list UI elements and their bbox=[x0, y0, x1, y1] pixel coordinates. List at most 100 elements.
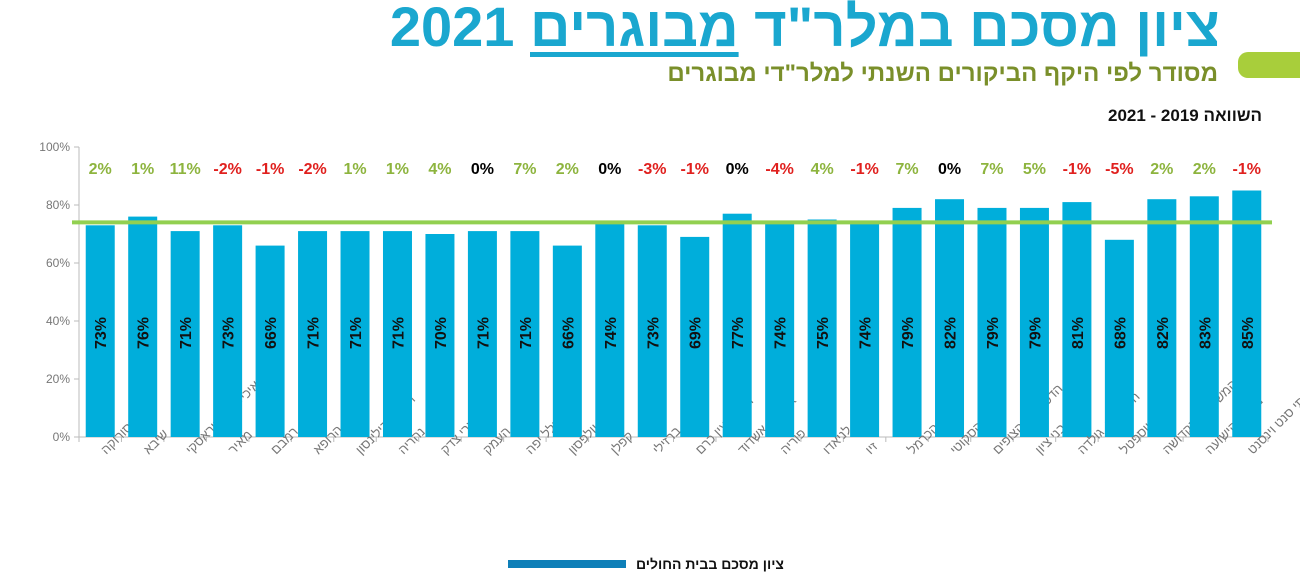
change-label: -1% bbox=[850, 161, 878, 178]
change-label: -2% bbox=[298, 161, 326, 178]
change-label: -1% bbox=[256, 161, 284, 178]
bar-value-label: 71% bbox=[306, 317, 323, 349]
change-label: 7% bbox=[513, 161, 536, 178]
bar-value-label: 74% bbox=[603, 317, 620, 349]
title-underlined: מבוגרים bbox=[530, 0, 739, 58]
bar-value-label: 68% bbox=[1112, 317, 1129, 349]
bar bbox=[85, 225, 115, 437]
bar bbox=[340, 231, 370, 437]
bar bbox=[552, 245, 582, 437]
bar bbox=[170, 231, 200, 437]
x-tick-label: זיו bbox=[862, 438, 881, 457]
legend-label: ציון מסכם בבית החולים bbox=[636, 556, 784, 572]
change-label: -1% bbox=[681, 161, 709, 178]
change-label: 7% bbox=[895, 161, 918, 178]
change-label: -2% bbox=[213, 161, 241, 178]
change-label: 2% bbox=[556, 161, 579, 178]
y-tick-label: 100% bbox=[39, 140, 70, 154]
bar bbox=[1019, 207, 1049, 437]
change-label: -5% bbox=[1105, 161, 1133, 178]
bar bbox=[213, 225, 243, 437]
change-label: 4% bbox=[811, 161, 834, 178]
change-label: 4% bbox=[428, 161, 451, 178]
bar bbox=[637, 225, 667, 437]
y-tick-label: 80% bbox=[46, 198, 70, 212]
bar bbox=[1104, 239, 1134, 437]
bar-value-label: 81% bbox=[1070, 317, 1087, 349]
change-label: -3% bbox=[638, 161, 666, 178]
page-title: ציון מסכם במלר"ד מבוגרים 2021 bbox=[390, 0, 1220, 59]
change-label: -4% bbox=[765, 161, 793, 178]
bar bbox=[807, 219, 837, 437]
change-label: 1% bbox=[131, 161, 154, 178]
bar bbox=[1189, 196, 1219, 437]
bar bbox=[467, 231, 497, 437]
bar-value-label: 71% bbox=[475, 317, 492, 349]
bar bbox=[892, 207, 922, 437]
change-label: 2% bbox=[1150, 161, 1173, 178]
change-label: 0% bbox=[938, 161, 961, 178]
y-tick-label: 20% bbox=[46, 372, 70, 386]
bar bbox=[595, 222, 625, 437]
bar bbox=[722, 213, 752, 437]
bar-value-label: 85% bbox=[1240, 317, 1257, 349]
y-tick-label: 60% bbox=[46, 256, 70, 270]
subtitle: מסודר לפי היקף הביקורים השנתי למלר"די מב… bbox=[667, 60, 1218, 87]
bar bbox=[1062, 202, 1092, 437]
change-label: 2% bbox=[1193, 161, 1216, 178]
bar-value-label: 75% bbox=[815, 317, 832, 349]
title-year: 2021 bbox=[389, 0, 530, 58]
y-tick-label: 0% bbox=[53, 430, 71, 444]
bar-value-label: 71% bbox=[390, 317, 407, 349]
bar bbox=[382, 231, 412, 437]
bar-value-label: 69% bbox=[688, 317, 705, 349]
bar bbox=[935, 199, 965, 437]
bar-value-label: 79% bbox=[1027, 317, 1044, 349]
change-label: 1% bbox=[343, 161, 366, 178]
bar-value-label: 82% bbox=[1155, 317, 1172, 349]
change-label: 11% bbox=[170, 161, 201, 178]
bar bbox=[425, 234, 455, 437]
change-label: 1% bbox=[386, 161, 409, 178]
comparison-label: השוואה 2019 - 2021 bbox=[1107, 106, 1262, 125]
bar-value-label: 71% bbox=[178, 317, 195, 349]
decorative-tab bbox=[1238, 52, 1300, 78]
change-label: 2% bbox=[89, 161, 112, 178]
change-label: -1% bbox=[1233, 161, 1261, 178]
bar bbox=[977, 207, 1007, 437]
bar-value-label: 73% bbox=[93, 317, 110, 349]
bar bbox=[1147, 199, 1177, 437]
bar-value-label: 66% bbox=[263, 317, 280, 349]
title-main: ציון מסכם במלר"ד bbox=[738, 0, 1220, 58]
bar bbox=[128, 216, 158, 437]
y-tick-label: 40% bbox=[46, 314, 70, 328]
bar-value-label: 71% bbox=[348, 317, 365, 349]
bar bbox=[510, 231, 540, 437]
change-label: 0% bbox=[598, 161, 621, 178]
bar-value-label: 83% bbox=[1197, 317, 1214, 349]
bar bbox=[255, 245, 285, 437]
bar-value-label: 74% bbox=[773, 317, 790, 349]
change-label: 7% bbox=[980, 161, 1003, 178]
bar-value-label: 73% bbox=[221, 317, 238, 349]
bar bbox=[1232, 190, 1262, 437]
bar bbox=[765, 222, 795, 437]
bar bbox=[298, 231, 328, 437]
bar-value-label: 76% bbox=[136, 317, 153, 349]
bar-value-label: 79% bbox=[900, 317, 917, 349]
bar-value-label: 71% bbox=[518, 317, 535, 349]
change-label: -1% bbox=[1063, 161, 1091, 178]
bar-value-label: 73% bbox=[645, 317, 662, 349]
bar bbox=[850, 222, 880, 437]
bar-value-label: 79% bbox=[985, 317, 1002, 349]
bar-value-label: 82% bbox=[943, 317, 960, 349]
change-label: 0% bbox=[471, 161, 494, 178]
legend: ציון מסכם בבית החולים bbox=[508, 556, 784, 572]
bar-value-label: 74% bbox=[858, 317, 875, 349]
bar-value-label: 70% bbox=[433, 317, 450, 349]
change-label: 0% bbox=[726, 161, 749, 178]
change-label: 5% bbox=[1023, 161, 1046, 178]
legend-swatch bbox=[508, 560, 626, 568]
bar-value-label: 77% bbox=[730, 317, 747, 349]
